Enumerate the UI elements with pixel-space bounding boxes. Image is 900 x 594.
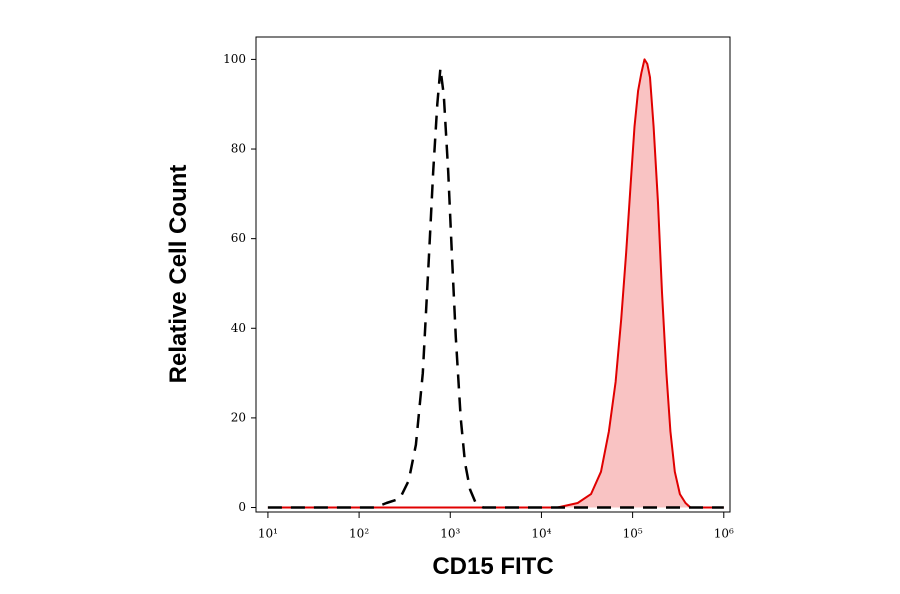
x-tick-label: 10² bbox=[349, 527, 369, 541]
y-axis-title: Relative Cell Count bbox=[165, 165, 192, 384]
x-tick-label: 10³ bbox=[440, 527, 460, 541]
area bbox=[267, 59, 724, 508]
y-tick-label: 60 bbox=[231, 231, 246, 245]
y-tick-label: 20 bbox=[231, 410, 246, 424]
plot-frame bbox=[255, 36, 731, 513]
y-tick-label: 0 bbox=[238, 500, 246, 514]
x-tick-label: 10⁵ bbox=[623, 527, 643, 541]
x-tick-label: 10⁶ bbox=[714, 527, 734, 541]
y-tick-label: 80 bbox=[231, 142, 246, 156]
x-tick-label: 10⁴ bbox=[531, 527, 551, 541]
y-tick-label: 100 bbox=[223, 52, 246, 66]
y-tick-label: 40 bbox=[231, 321, 246, 335]
x-tick-label: 10¹ bbox=[258, 527, 278, 541]
x-axis-title: CD15 FITC bbox=[432, 553, 553, 580]
line bbox=[267, 67, 724, 509]
line bbox=[267, 58, 724, 509]
